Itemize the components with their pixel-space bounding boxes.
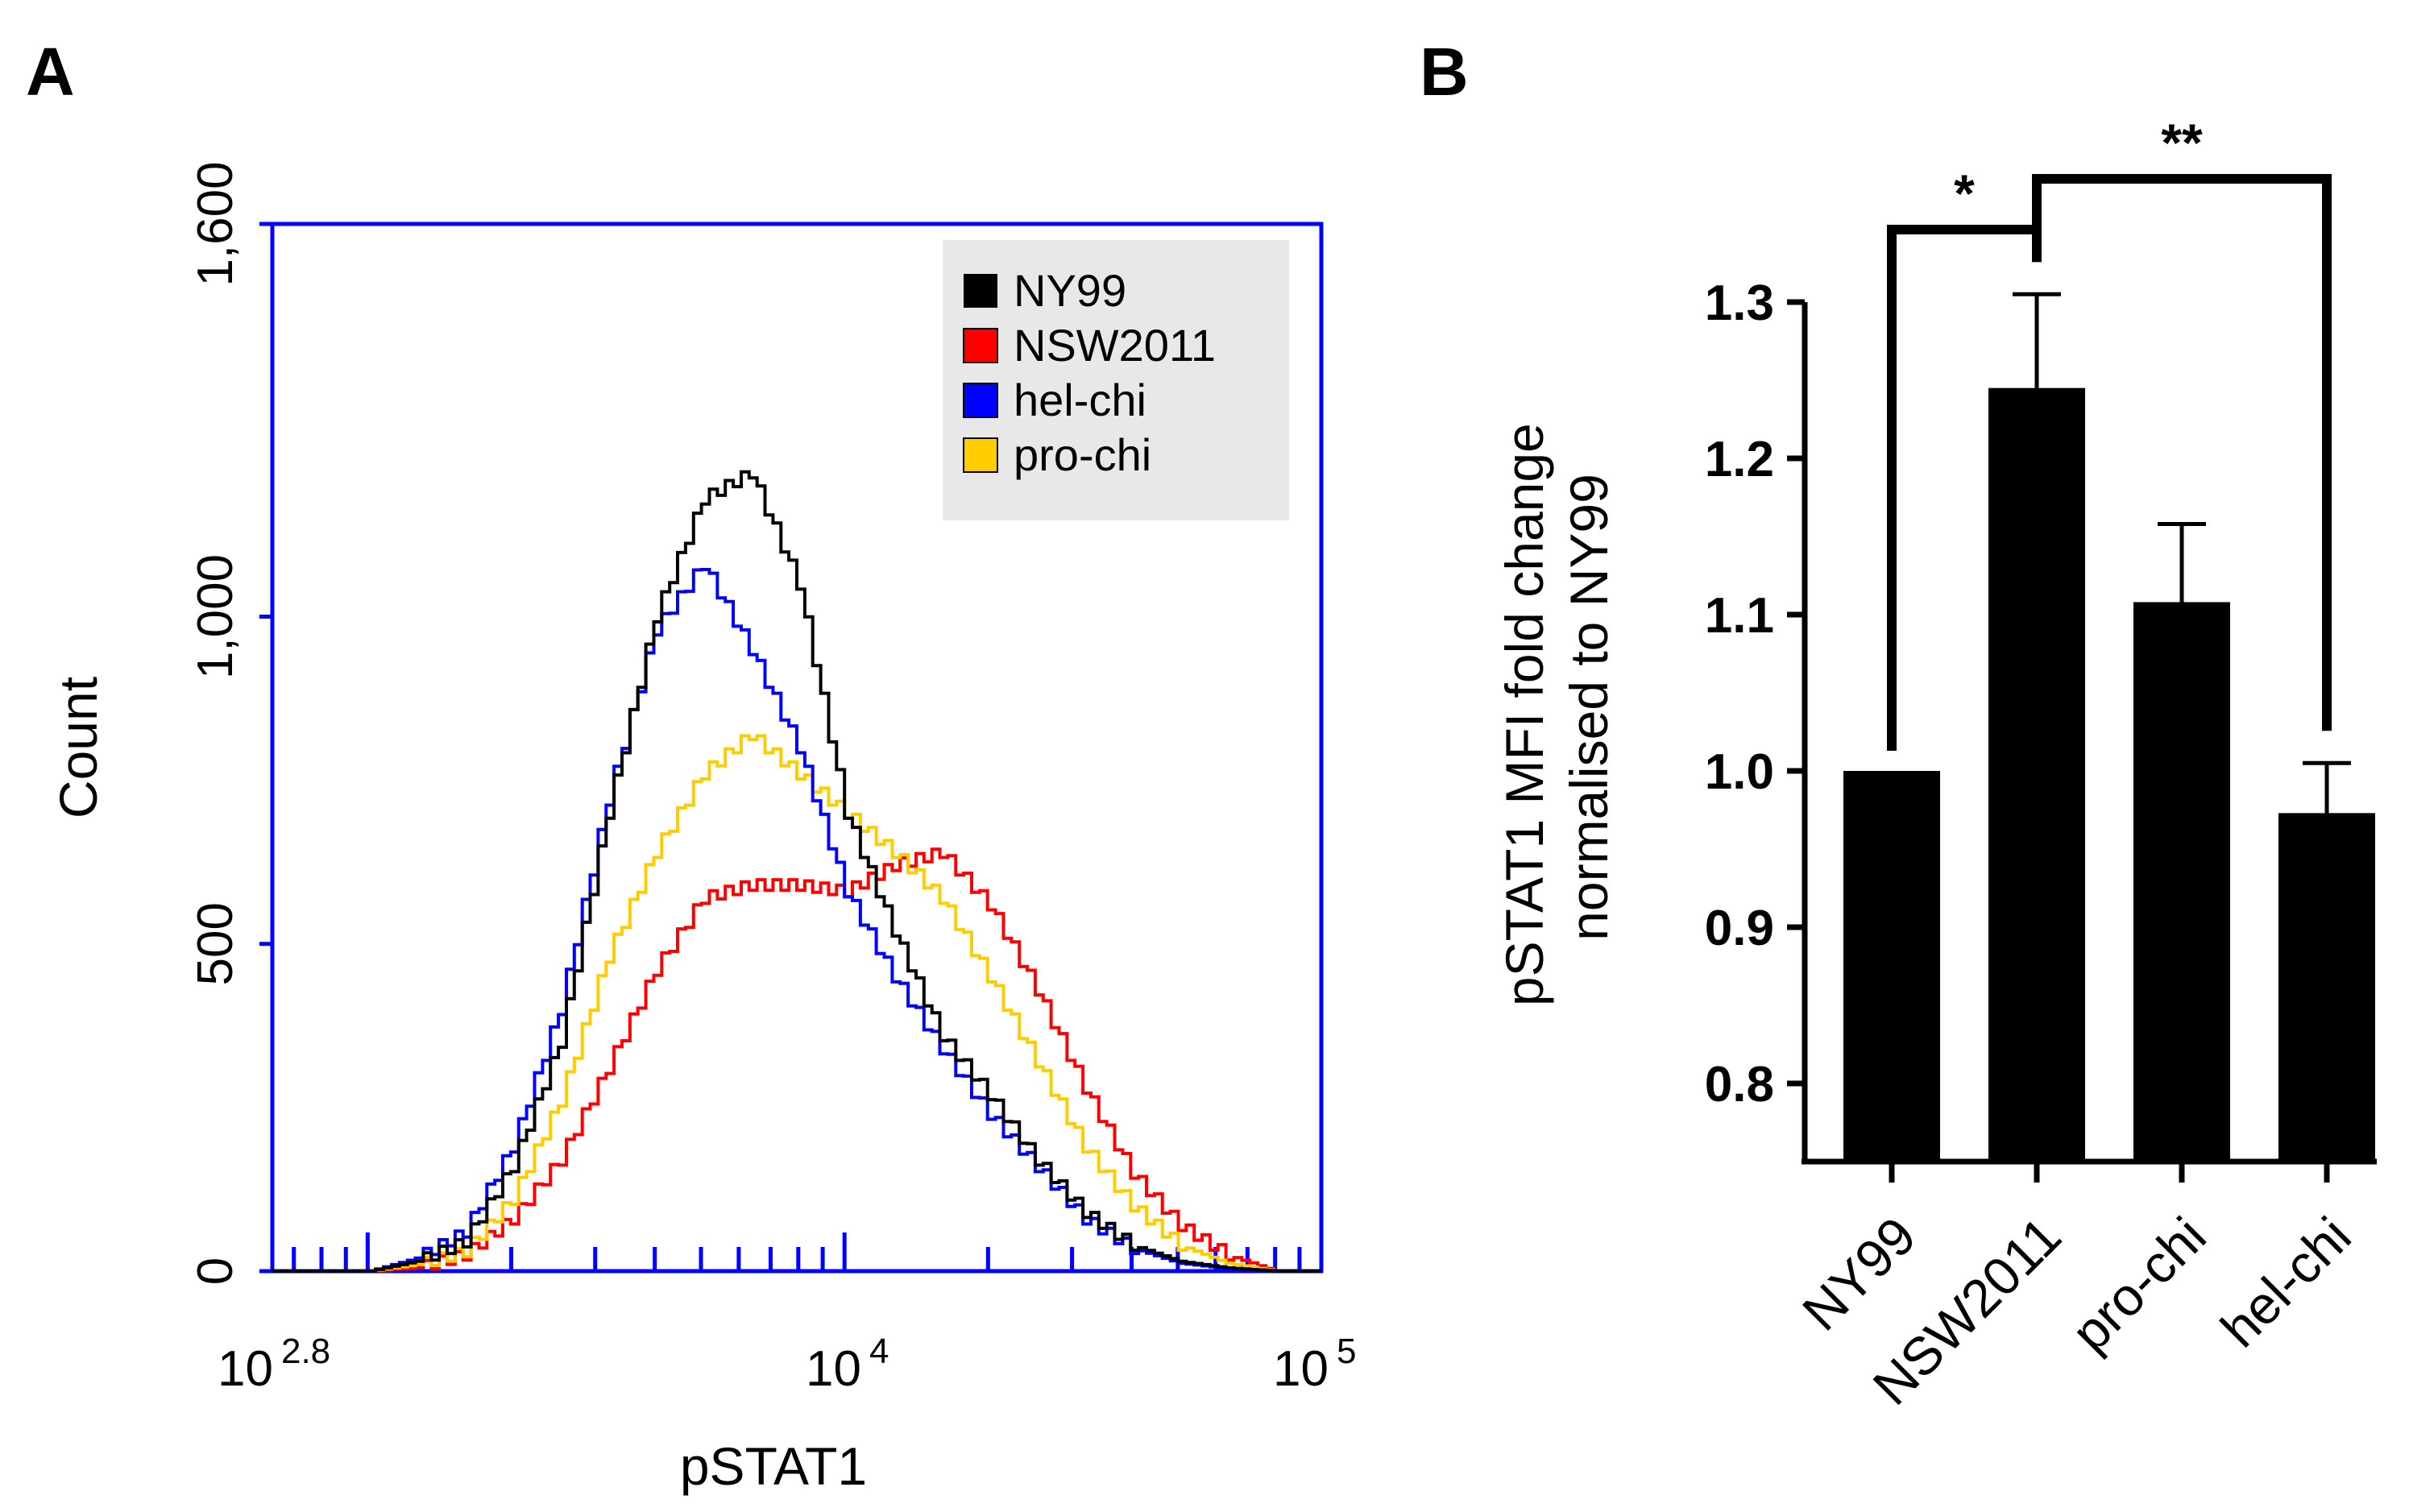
significance-label-0: * [1954,164,1975,223]
legend-swatch-pro-chi [963,437,998,473]
bar-y-tick-label-4: 1.2 [1705,432,1774,487]
bar-y-axis-title-line-2: normalised to NY99 [1559,474,1619,941]
legend-label-nsw2011: NSW2011 [1014,320,1216,371]
legend-label-ny99: NY99 [1014,265,1126,316]
bar-category-labels: NY99 NSW2011 pro-chi hel-chi [1791,1206,2362,1417]
legend-item-ny99: NY99 [964,265,1126,316]
histogram-y-tick-label-1: 500 [188,902,243,985]
x-tick-label-low-exp: 2.8 [281,1332,330,1371]
legend-item-nsw2011: NSW2011 [963,320,1216,371]
histogram-series-hel-chi [272,568,1321,1273]
x-tick-label-high-exp: 5 [1337,1332,1356,1371]
histogram-y-axis-title: Count [48,677,108,818]
bar-category-label-pro-chi: pro-chi [2060,1206,2217,1363]
histogram-y-tick-label-3: 1,600 [188,161,243,286]
bar-marks [1843,292,2375,1183]
bar-hel-chi [2278,813,2375,1162]
panel-b: B pSTAT1 MFI fold change normalised to N… [1420,34,2377,1416]
legend-item-pro-chi: pro-chi [963,429,1151,480]
histogram-y-tick-label-2: 1,000 [188,554,243,679]
histogram-plot: 0 500 1,000 1,600 [188,161,1324,1285]
bar-pro-chi [2133,602,2230,1162]
bar-y-tick-label-2: 1.0 [1705,744,1774,800]
legend-swatch-nsw2011 [963,328,998,363]
bar-y-tick-label-0: 0.8 [1705,1057,1774,1112]
histogram-x-tick-labels: 10 2.8 10 4 10 5 [218,1332,1356,1397]
x-tick-label-low-base: 10 [218,1341,273,1397]
x-tick-label-mid-exp: 4 [869,1332,889,1371]
legend-item-hel-chi: hel-chi [963,375,1146,425]
bar-y-axis-title: pSTAT1 MFI fold change normalised to NY9… [1495,408,1619,1006]
x-tick-label-high-base: 10 [1273,1341,1329,1397]
bar-y-tick-label-1: 0.9 [1705,901,1774,956]
histogram-series-pro-chi [272,734,1321,1273]
histogram-y-ticks: 0 500 1,000 1,600 [188,161,272,1285]
legend-label-hel-chi: hel-chi [1014,375,1146,425]
legend-background [943,240,1289,520]
significance-brackets: *** [1887,113,2332,751]
bar-category-label-ny99: NY99 [1791,1206,1927,1342]
histogram-legend: NY99 NSW2011 hel-chi pro-chi [943,240,1289,520]
bar-nsw2011 [1988,387,2085,1162]
bar-y-axis-title-line-1: pSTAT1 MFI fold change [1495,423,1554,1006]
bar-y-ticks: 0.8 0.9 1.0 1.1 1.2 1.3 [1705,275,1805,1112]
histogram-series-ny99 [272,470,1321,1273]
bar-y-tick-label-3: 1.1 [1705,588,1774,644]
x-tick-label-mid-base: 10 [806,1341,861,1397]
x-tick-label-high: 10 5 [1273,1332,1356,1397]
histogram-y-tick-label-0: 0 [188,1257,243,1285]
histogram-series-nsw2011 [272,847,1321,1273]
x-tick-label-low: 10 2.8 [218,1332,330,1397]
bar-category-label-hel-chi: hel-chi [2209,1206,2362,1359]
bar-y-tick-label-5: 1.3 [1705,275,1774,331]
legend-swatch-ny99 [964,274,997,308]
bar-plot: 0.80.91.01.11.21.3 *** [1705,113,2377,1183]
histogram-series [272,470,1321,1273]
legend-label-pro-chi: pro-chi [1014,429,1151,480]
significance-label-1: ** [2161,113,2203,172]
panel-a: A 0 500 1,000 1,600 Count pSTAT1 10 2.8 10 4 … [26,34,1356,1496]
significance-bracket-1 [2032,174,2332,731]
x-tick-label-mid: 10 4 [806,1332,889,1397]
bar-ny99 [1843,771,1940,1162]
panel-b-letter: B [1420,34,1469,110]
histogram-x-axis-title: pSTAT1 [680,1436,867,1496]
histogram-x-ticks [292,1232,1324,1271]
panel-a-letter: A [26,34,75,110]
legend-swatch-hel-chi [963,383,998,418]
